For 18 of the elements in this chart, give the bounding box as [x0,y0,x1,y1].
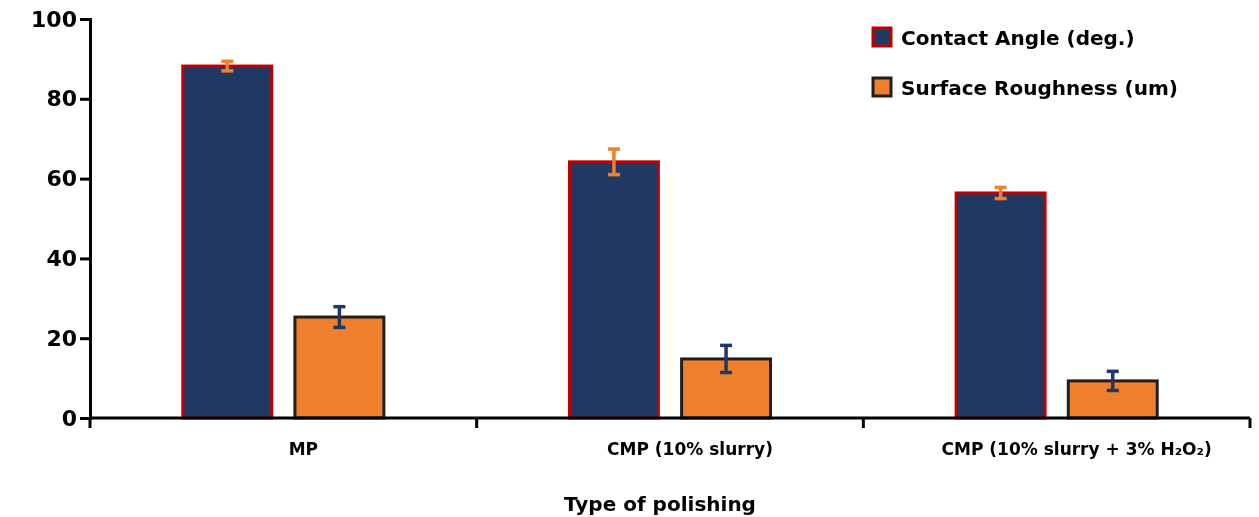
bar [680,357,773,420]
x-tick-label: CMP (10% slurry) [607,439,773,459]
y-tick-label: 20 [46,325,77,351]
bar [181,64,274,420]
x-tick-label: CMP (10% slurry + 3% H₂O₂) [941,439,1212,459]
y-tick-label: 80 [46,86,77,112]
bar [293,315,386,420]
legend-label: Contact Angle (deg.) [901,26,1135,50]
x-tick-label: MP [288,439,319,459]
y-tick-label: 40 [46,245,77,271]
y-tick-label: 60 [46,166,77,192]
bar [1066,379,1159,420]
y-tick-label: 100 [31,6,77,32]
legend-label: Surface Roughness (um) [901,76,1178,100]
bar [567,160,660,420]
bar [954,191,1047,420]
y-tick-label: 0 [61,405,77,431]
x-axis-title: Type of polishing [564,492,756,516]
